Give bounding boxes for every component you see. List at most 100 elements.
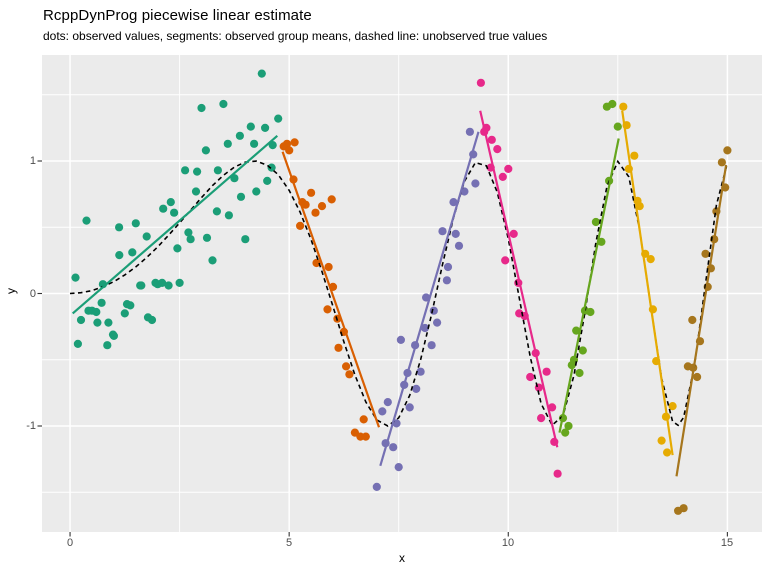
data-point <box>137 281 146 290</box>
data-point <box>164 281 173 290</box>
data-point <box>241 235 250 244</box>
x-tick-label-15: 15 <box>720 537 734 549</box>
y-axis-title: y <box>4 288 18 294</box>
data-point <box>301 200 310 209</box>
data-point <box>296 221 305 230</box>
data-point <box>263 176 272 185</box>
data-point <box>389 443 398 452</box>
data-point <box>166 198 175 207</box>
data-point <box>578 346 587 355</box>
data-point <box>646 255 655 264</box>
data-point <box>104 318 113 327</box>
data-point <box>416 367 425 376</box>
data-point <box>147 315 157 325</box>
segment-line <box>379 131 480 467</box>
data-point <box>405 403 414 412</box>
data-point <box>317 202 327 211</box>
data-point <box>717 158 727 167</box>
data-point <box>383 398 392 407</box>
data-point <box>548 403 557 412</box>
data-point <box>688 315 697 325</box>
data-point <box>307 188 316 197</box>
data-point <box>378 407 387 416</box>
data-point <box>76 315 86 325</box>
data-point <box>115 251 124 260</box>
data-point <box>334 343 343 352</box>
data-point <box>235 131 244 140</box>
data-point <box>115 223 124 232</box>
data-point <box>608 99 617 109</box>
segment-line <box>71 134 279 315</box>
x-tick-label-0: 0 <box>66 537 74 549</box>
data-point <box>420 323 430 333</box>
data-point <box>668 402 677 411</box>
data-point <box>208 256 217 265</box>
data-point <box>498 172 507 181</box>
y-tick-label-0: 0 <box>29 288 36 300</box>
data-point <box>487 135 496 144</box>
data-point <box>591 217 601 227</box>
data-point <box>131 219 140 228</box>
x-axis-title: x <box>399 551 405 565</box>
data-point <box>701 249 710 258</box>
plot-title: RcppDynProg piecewise linear estimate <box>43 7 312 24</box>
data-point <box>433 318 442 327</box>
data-point <box>175 278 184 287</box>
data-point <box>372 482 381 491</box>
data-point <box>504 164 513 173</box>
segment-line <box>675 164 728 477</box>
data-point <box>537 414 546 423</box>
y-tick-label-1: 1 <box>29 155 36 167</box>
data-point <box>327 195 336 204</box>
data-point <box>345 370 354 379</box>
data-point <box>126 301 135 310</box>
data-point <box>438 227 447 236</box>
data-point <box>186 235 195 244</box>
data-point <box>290 138 299 147</box>
data-point <box>170 208 179 217</box>
data-point <box>97 298 106 307</box>
data-point <box>657 436 666 445</box>
data-point <box>93 318 102 327</box>
data-point <box>323 305 332 314</box>
data-point <box>274 114 283 123</box>
data-point <box>267 163 276 172</box>
data-point <box>454 241 464 250</box>
data-point <box>429 306 438 315</box>
data-point <box>471 179 480 188</box>
data-point <box>396 335 405 344</box>
data-point <box>476 78 485 87</box>
data-point <box>184 228 193 237</box>
data-point <box>173 244 182 253</box>
data-point <box>635 202 644 211</box>
data-point <box>128 248 137 257</box>
data-point <box>120 309 129 318</box>
data-point <box>561 428 570 437</box>
data-point <box>223 139 232 148</box>
data-point <box>613 122 622 131</box>
data-point <box>501 256 510 265</box>
data-point <box>246 122 255 131</box>
data-point <box>92 307 101 317</box>
data-point <box>224 211 233 220</box>
data-point <box>159 204 168 213</box>
data-point <box>252 187 261 196</box>
data-point <box>663 448 672 457</box>
data-point <box>236 192 246 201</box>
data-point <box>723 146 732 155</box>
data-point <box>542 367 551 376</box>
data-point <box>71 273 80 282</box>
data-point <box>619 102 628 111</box>
data-point <box>268 141 277 150</box>
data-point <box>630 151 639 160</box>
data-point <box>197 103 206 113</box>
data-point <box>586 307 595 317</box>
data-point <box>553 469 562 478</box>
data-point <box>361 432 370 441</box>
data-point <box>181 166 190 175</box>
plot-subtitle: dots: observed values, segments: observe… <box>43 29 548 43</box>
data-point <box>509 229 518 238</box>
data-point <box>261 123 270 132</box>
